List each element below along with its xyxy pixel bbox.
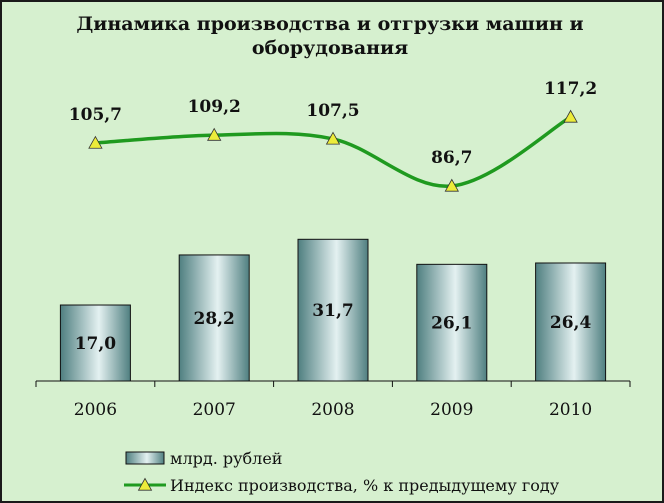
line-point-marker [325,131,341,145]
legend-line-label: Индекс производства, % к предыдущему год… [170,476,560,495]
line-value-label: 105,7 [69,105,122,125]
x-tick-label: 2007 [193,400,236,420]
x-tick-label: 2006 [74,400,117,420]
bar [297,238,369,382]
x-tick-label: 2009 [430,400,473,420]
bar-value-label: 17,0 [75,334,117,354]
bar [178,254,250,382]
chart-title: Динамика производства и отгрузки машин и… [76,13,584,59]
x-tick-label: 2008 [311,400,354,420]
bar-value-label: 31,7 [312,301,353,321]
bar [59,304,131,382]
line-point-marker [207,127,222,141]
line-point-marker [563,109,578,123]
line-point-marker [444,178,459,192]
legend-line-marker [137,477,153,491]
line-value-label: 86,7 [431,148,472,168]
line-point-marker [88,135,103,149]
line-value-label: 107,5 [306,101,359,121]
legend-bar-label: млрд. рублей [170,449,282,468]
bar-value-label: 26,4 [550,313,592,333]
bar-value-label: 28,2 [193,309,234,329]
bar [535,262,607,382]
bar-value-label: 26,1 [431,314,472,334]
legend-bar-swatch [125,451,165,465]
x-tick-label: 2010 [549,400,592,420]
bar [416,263,488,382]
line-value-label: 109,2 [188,97,241,117]
line-series-path [95,115,572,188]
line-value-label: 117,2 [544,79,597,99]
